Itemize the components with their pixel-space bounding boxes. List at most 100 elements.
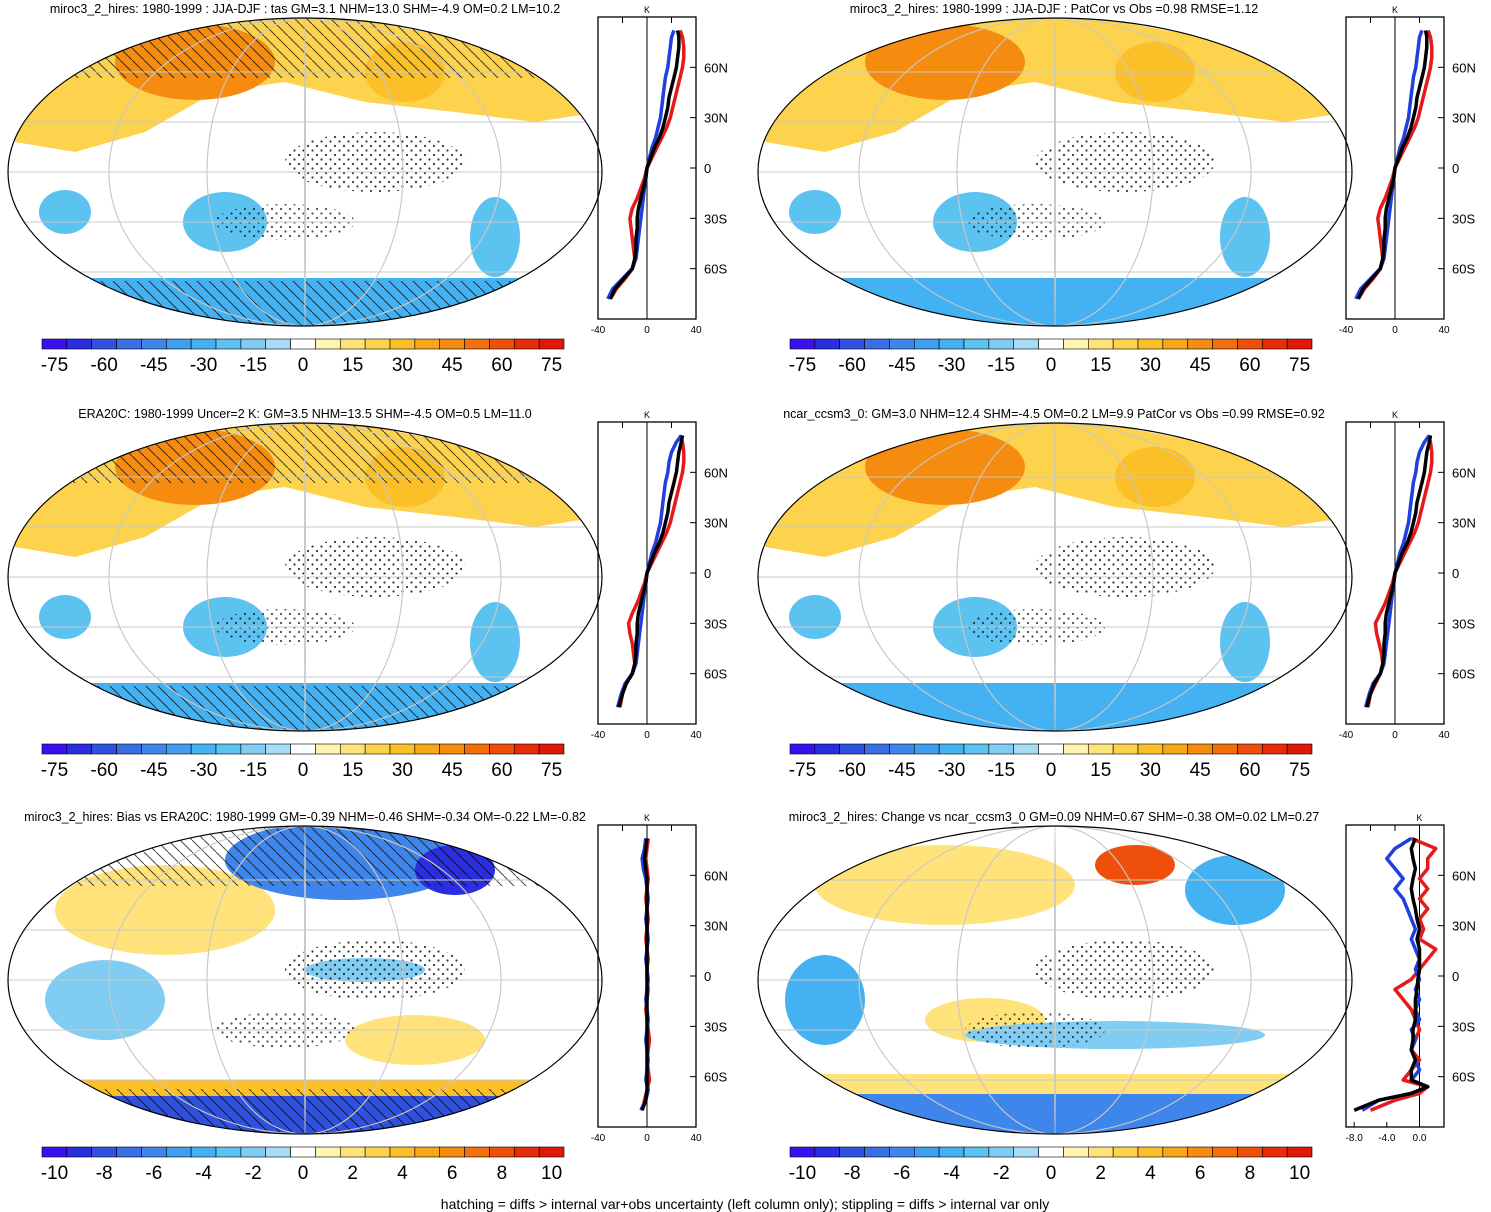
profile-y-tick-label: 60N — [1452, 868, 1476, 883]
colorbar-swatch — [389, 1146, 416, 1158]
colorbar-tick-label: 15 — [1090, 760, 1111, 781]
colorbar: -10 -8 -6 -4 -2 0 2 4 6 8 10 — [789, 1146, 1313, 1184]
colorbar-swatch — [339, 743, 366, 755]
colorbar: -75 -60 -45 -30 -15 0 15 30 45 60 75 — [789, 743, 1313, 781]
colorbar-tick-label: 6 — [447, 1163, 458, 1184]
colorbar-tick-label: -6 — [893, 1163, 910, 1184]
colorbar-swatch — [1063, 1146, 1089, 1158]
colorbar-swatch — [963, 743, 990, 755]
map-border — [7, 17, 603, 327]
colorbar-tick-label: 0 — [298, 1163, 309, 1184]
colorbar-swatch — [913, 1146, 940, 1158]
colorbar-swatch — [41, 743, 68, 755]
colorbar-swatch — [1112, 1146, 1139, 1158]
profile-y-tick-label: 60N — [704, 60, 728, 75]
stippling — [285, 537, 465, 597]
cool-africa — [789, 595, 841, 639]
colorbar-swatch — [339, 338, 366, 350]
colorbar-swatch — [290, 743, 316, 755]
colorbar-swatch — [315, 743, 341, 755]
cool-africa — [39, 595, 91, 639]
colorbar-swatch — [141, 1146, 167, 1158]
colorbar-swatch — [315, 1146, 341, 1158]
colorbar-swatch — [513, 338, 540, 350]
graticule-meridian — [108, 423, 502, 731]
colorbar-swatch — [265, 743, 291, 755]
colorbar-swatch — [789, 743, 816, 755]
colorbar-tick-label: 30 — [1140, 355, 1161, 376]
profile-x-tick-label: -40 — [591, 325, 606, 336]
colorbar-swatch — [464, 338, 490, 350]
profile-unit-label: K — [644, 813, 650, 823]
panel-1: miroc3_2_hires: 1980-1999 : JJA-DJF : ta… — [7, 2, 728, 376]
bias-negative-africa — [45, 960, 165, 1040]
graticule-meridian — [1054, 826, 1056, 1134]
colorbar-tick-label: 4 — [1145, 1163, 1156, 1184]
figure-footnote: hatching = diffs > internal var+obs unce… — [441, 1196, 1049, 1212]
colorbar-swatch — [1212, 743, 1238, 755]
colorbar-swatch — [165, 338, 192, 350]
graticule-meridian — [304, 18, 306, 326]
zonal-profile: K -40 0 40 60N 30N 0 30S 60S — [591, 813, 728, 1144]
colorbar-swatch — [389, 743, 416, 755]
colorbar-swatch — [240, 743, 267, 755]
colorbar-swatch — [814, 1146, 841, 1158]
stippling — [1035, 940, 1215, 1000]
colorbar-tick-label: 15 — [1090, 355, 1111, 376]
profile-y-tick-label: 30N — [704, 919, 728, 934]
colorbar-swatch — [265, 338, 291, 350]
colorbar-tick-label: -8 — [844, 1163, 861, 1184]
colorbar-tick-label: 10 — [541, 1163, 562, 1184]
colorbar-tick-label: -2 — [993, 1163, 1010, 1184]
colorbar-swatch — [389, 338, 416, 350]
colorbar-tick-label: -45 — [140, 355, 167, 376]
colorbar-swatch — [1112, 743, 1139, 755]
colorbar-swatch — [988, 1146, 1015, 1158]
profile-y-tick-label: 30S — [704, 211, 727, 226]
colorbar-swatch — [1237, 743, 1263, 755]
colorbar-swatch — [1261, 338, 1288, 350]
map-border — [757, 422, 1353, 732]
profile-y-tick-label: 30S — [704, 1019, 727, 1034]
colorbar-tick-label: 4 — [397, 1163, 408, 1184]
change-negative-america — [1185, 855, 1285, 925]
graticule-meridian — [956, 423, 1154, 731]
graticule-meridian — [956, 18, 1154, 326]
colorbar-tick-label: 0 — [298, 760, 309, 781]
colorbar-swatch — [889, 1146, 915, 1158]
colorbar-swatch — [439, 1146, 465, 1158]
colorbar-swatch — [938, 743, 965, 755]
profile-unit-label: K — [644, 5, 650, 15]
profile-series-obs-low — [1354, 29, 1424, 300]
profile-y-tick-label: 60S — [1452, 1070, 1475, 1085]
colorbar-swatch — [913, 743, 940, 755]
colorbar-swatch — [913, 338, 940, 350]
colorbar-tick-label: 45 — [442, 760, 463, 781]
colorbar-swatch — [789, 338, 816, 350]
profile-y-tick-label: 30N — [1452, 516, 1476, 531]
profile-series-obs — [640, 838, 649, 1111]
colorbar-swatch — [364, 1146, 391, 1158]
profile-series-model — [1369, 836, 1438, 1112]
colorbar-swatch — [538, 743, 565, 755]
panel-6: miroc3_2_hires: Change vs ncar_ccsm3_0 G… — [757, 810, 1476, 1184]
colorbar-swatch — [265, 1146, 291, 1158]
colorbar-tick-label: 75 — [1289, 760, 1310, 781]
colorbar-tick-label: -4 — [943, 1163, 960, 1184]
profile-x-tick-label: 40 — [1438, 730, 1450, 741]
warm-core-asia — [865, 24, 1025, 100]
colorbar-swatch — [1013, 338, 1039, 350]
colorbar-swatch — [889, 338, 915, 350]
profile-series-obs — [1356, 30, 1429, 300]
colorbar-swatch — [439, 743, 465, 755]
colorbar-swatch — [889, 743, 915, 755]
profile-y-tick-label: 60S — [704, 1070, 727, 1085]
colorbar-swatch — [91, 338, 117, 350]
colorbar-tick-label: 45 — [442, 355, 463, 376]
colorbar-swatch — [864, 743, 890, 755]
profile-x-tick-label: -40 — [591, 1133, 606, 1144]
panels: miroc3_2_hires: 1980-1999 : JJA-DJF : ta… — [7, 2, 1476, 1184]
colorbar-tick-label: 60 — [1239, 760, 1260, 781]
colorbar-tick-label: -6 — [145, 1163, 162, 1184]
